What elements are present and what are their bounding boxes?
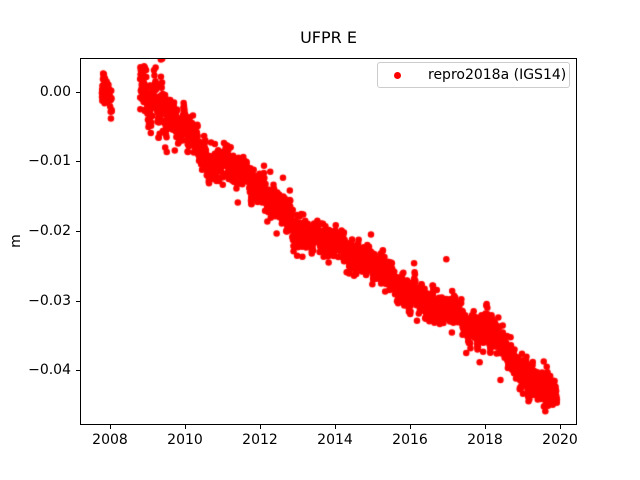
x-tick: [109, 425, 111, 429]
y-tick: [76, 370, 80, 372]
x-tick-label: 2014: [317, 432, 353, 448]
legend-label: repro2018a (IGS14): [428, 67, 567, 83]
scatter-canvas: [81, 59, 576, 424]
y-tick: [76, 91, 80, 93]
x-tick-label: 2012: [242, 432, 278, 448]
x-tick: [334, 425, 336, 429]
x-tick: [409, 425, 411, 429]
y-tick-label: −0.04: [28, 362, 71, 379]
plot-area: [80, 58, 577, 425]
y-tick: [76, 230, 80, 232]
y-tick-label: −0.03: [28, 292, 71, 309]
x-tick-label: 2008: [92, 432, 128, 448]
y-tick-label: 0.00: [39, 83, 71, 100]
x-tick: [559, 425, 561, 429]
y-tick-label: −0.01: [28, 153, 71, 170]
y-tick: [76, 161, 80, 163]
x-tick: [184, 425, 186, 429]
x-tick-label: 2010: [167, 432, 203, 448]
x-tick: [259, 425, 261, 429]
legend-marker-icon: [394, 71, 401, 79]
chart-title: UFPR E: [300, 28, 357, 47]
x-tick: [484, 425, 486, 429]
y-tick: [76, 300, 80, 302]
y-tick-label: −0.02: [28, 222, 71, 239]
x-tick-label: 2020: [542, 432, 578, 448]
x-tick-label: 2018: [467, 432, 503, 448]
legend: repro2018a (IGS14): [377, 62, 570, 88]
x-tick-label: 2016: [392, 432, 428, 448]
